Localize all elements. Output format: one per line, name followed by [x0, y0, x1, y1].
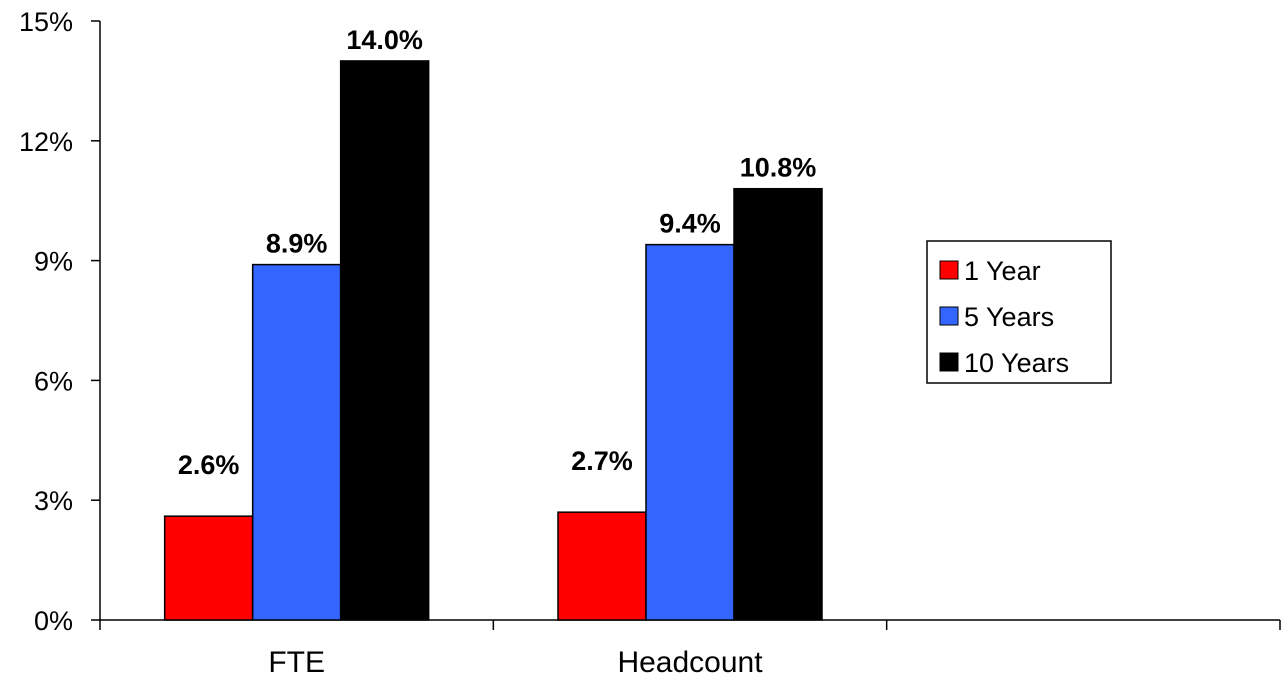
- x-category-label-headcount: Headcount: [617, 646, 763, 679]
- data-label-headcount-1-year: 2.7%: [571, 446, 633, 476]
- data-label-headcount-10-years: 10.8%: [740, 153, 817, 183]
- data-label-fte-1-year: 2.6%: [178, 450, 240, 480]
- y-tick-label: 9%: [34, 247, 73, 277]
- legend-label-10-years: 10 Years: [964, 348, 1069, 378]
- x-axis: FTE Headcount: [99, 619, 1281, 679]
- y-tick-label: 15%: [19, 7, 73, 37]
- data-label-fte-10-years: 14.0%: [346, 25, 423, 55]
- y-tick-label: 0%: [34, 606, 73, 636]
- legend-swatch-1-year: [939, 260, 959, 280]
- y-tick-label: 3%: [34, 486, 73, 516]
- y-tick-label: 6%: [34, 366, 73, 396]
- bars: [163, 60, 823, 621]
- y-tick-label: 12%: [19, 127, 73, 157]
- legend-label-1-year: 1 Year: [964, 256, 1041, 286]
- bar-fte-1-year: [163, 515, 254, 621]
- data-label-fte-5-years: 8.9%: [266, 229, 328, 259]
- bar-fte-5-years: [251, 263, 342, 621]
- legend-swatch-5-years: [939, 306, 959, 326]
- legend: 1 Year 5 Years 10 Years: [926, 240, 1112, 384]
- data-label-headcount-5-years: 9.4%: [659, 209, 721, 239]
- bar-headcount-10-years: [733, 187, 823, 621]
- bar-headcount-5-years: [645, 243, 735, 621]
- data-labels: 2.6% 8.9% 14.0% 2.7% 9.4% 10.8%: [178, 25, 816, 480]
- x-category-label-fte: FTE: [268, 646, 325, 679]
- legend-label-5-years: 5 Years: [964, 302, 1054, 332]
- bar-headcount-1-year: [557, 511, 647, 621]
- legend-swatch-10-years: [939, 352, 959, 372]
- y-axis: 0% 3% 6% 9% 12% 15%: [19, 7, 101, 636]
- bar-fte-10-years: [339, 60, 430, 621]
